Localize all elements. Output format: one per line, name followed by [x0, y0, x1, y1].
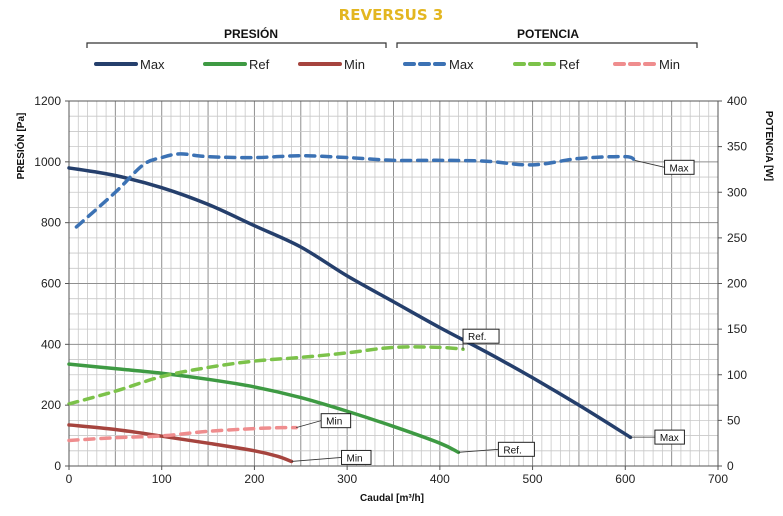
series-label-leader: [291, 457, 342, 462]
y-tick-label: 200: [41, 398, 61, 412]
legend: Max Ref Min Max Ref Min: [94, 57, 680, 72]
series-line-potencia-ref: [67, 345, 465, 406]
x-tick-label: 600: [615, 472, 635, 486]
bracket-potencia: [396, 42, 698, 48]
y2-tick-label: 50: [727, 413, 741, 427]
legend-item: Min: [659, 57, 680, 72]
legend-group-brackets: [86, 42, 698, 48]
y-tick-label: 1000: [34, 155, 61, 169]
axes: 0 100 200 300 400 500 600 700020040060080010001…: [34, 94, 747, 486]
series-line-potencia-max: [74, 152, 637, 229]
y-tick-label: 400: [41, 337, 61, 351]
series-label-box: [654, 429, 685, 445]
x-tick-label: 700: [708, 472, 728, 486]
y2-tick-label: 400: [727, 94, 747, 108]
y-axis-label: PRESIÓN [Pa]: [14, 113, 27, 180]
y-tick-label: 800: [41, 216, 61, 230]
x-tick-label: 200: [244, 472, 264, 486]
series-label-leader: [634, 159, 665, 168]
x-tick-label: 0: [66, 472, 73, 486]
y2-tick-label: 0: [727, 459, 734, 473]
y2-tick-label: 200: [727, 277, 747, 291]
series-label: Min: [347, 453, 363, 464]
y2-tick-label: 350: [727, 140, 747, 154]
series-label-box: [462, 328, 500, 344]
legend-item: Min: [344, 57, 365, 72]
series-label-box: [664, 159, 695, 175]
series-line-presin-min: [67, 423, 294, 464]
series-label-leader: [458, 448, 499, 453]
y-tick-label: 0: [54, 459, 61, 473]
x-axis-label: Caudal [m³/h]: [360, 493, 424, 504]
series-label: Max: [670, 163, 689, 174]
legend-group-presion: PRESIÓN: [224, 26, 278, 41]
y2-tick-label: 300: [727, 185, 747, 199]
y-tick-label: 1200: [34, 94, 61, 108]
series-line-presin-ref: [67, 362, 461, 455]
series-label: Ref.: [503, 445, 521, 456]
y2-tick-label: 100: [727, 368, 747, 382]
series-label-leader: [296, 420, 322, 429]
series-label: Ref.: [468, 332, 486, 343]
series-label: Min: [326, 417, 342, 428]
series-label-box: [497, 441, 535, 457]
bracket-presion: [86, 42, 387, 48]
y2-tick-label: 250: [727, 231, 747, 245]
chart-title: REVERSUS 3: [339, 6, 444, 24]
legend-group-potencia: POTENCIA: [517, 27, 579, 41]
x-tick-label: 100: [152, 472, 172, 486]
series-line-potencia-min: [67, 425, 298, 443]
series-line-presin-max: [67, 166, 633, 440]
grid: [68, 100, 719, 467]
x-tick-label: 400: [430, 472, 450, 486]
series-labels: Max Ref. Min Max Ref. Min: [291, 159, 695, 465]
y2-axis-label: POTENCIA [W]: [763, 111, 774, 181]
series-label-box: [320, 413, 352, 429]
legend-item: Max: [140, 57, 165, 72]
series-label: Max: [660, 433, 679, 444]
x-tick-label: 500: [523, 472, 543, 486]
x-tick-label: 300: [337, 472, 357, 486]
y2-tick-label: 150: [727, 322, 747, 336]
series-label-box: [341, 449, 372, 465]
series-layer: [67, 152, 637, 464]
legend-item: Max: [449, 57, 474, 72]
legend-item: Ref: [249, 57, 270, 72]
legend-item: Ref: [559, 57, 580, 72]
y-tick-label: 600: [41, 277, 61, 291]
